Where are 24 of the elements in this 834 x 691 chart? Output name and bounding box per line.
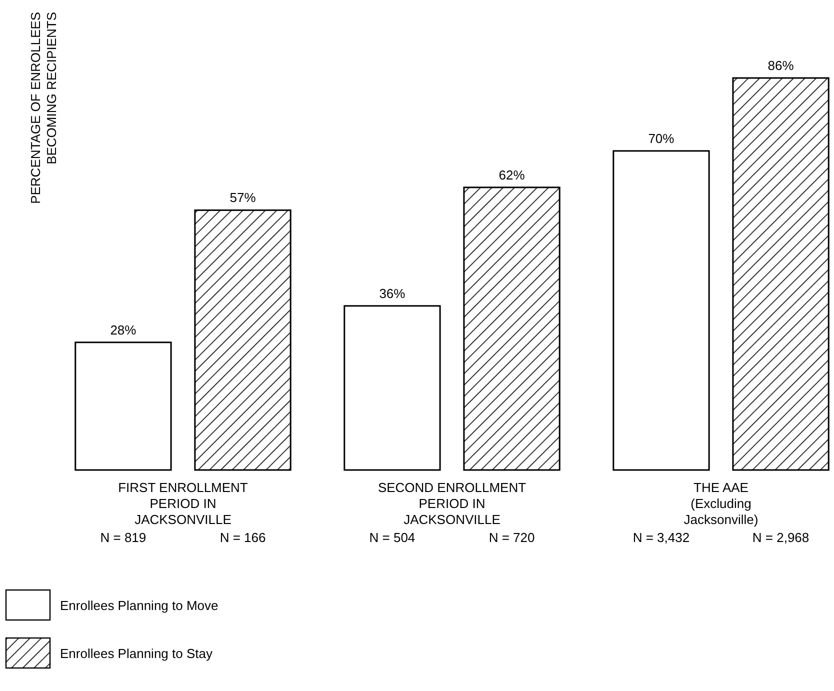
x-tick-label: THE AAE (Excluding Jacksonville) — [684, 480, 758, 527]
bar — [732, 77, 830, 471]
data-label: 62% — [498, 167, 526, 182]
legend-label: Enrollees Planning to Move — [60, 598, 218, 613]
x-tick-label: SECOND ENROLLMENT PERIOD IN JACKSONVILLE — [378, 480, 526, 527]
text: N = 166 — [220, 530, 266, 545]
data-label: 70% — [648, 130, 675, 146]
y-axis-title: PERCENTAGE OF ENROLLEES BECOMING RECIPIENTS — [28, 12, 59, 204]
data-label: 86% — [768, 58, 794, 73]
bar — [612, 150, 710, 471]
bar — [344, 305, 441, 471]
text: N = 3,432 — [632, 530, 690, 545]
data-label: 57% — [230, 190, 256, 206]
bar — [194, 209, 292, 471]
text: N = 720 — [488, 530, 535, 545]
bar — [74, 342, 172, 471]
text: N = 2,968 — [752, 530, 810, 545]
bar — [463, 186, 560, 471]
data-label: 36% — [379, 286, 406, 301]
data-label: 28% — [110, 322, 137, 338]
text: N = 819 — [100, 530, 146, 545]
text: N = 504 — [369, 530, 416, 545]
legend-label: Enrollees Planning to Stay — [60, 646, 213, 661]
x-tick-label: FIRST ENROLLMENT PERIOD IN JACKSONVILLE — [118, 480, 248, 527]
